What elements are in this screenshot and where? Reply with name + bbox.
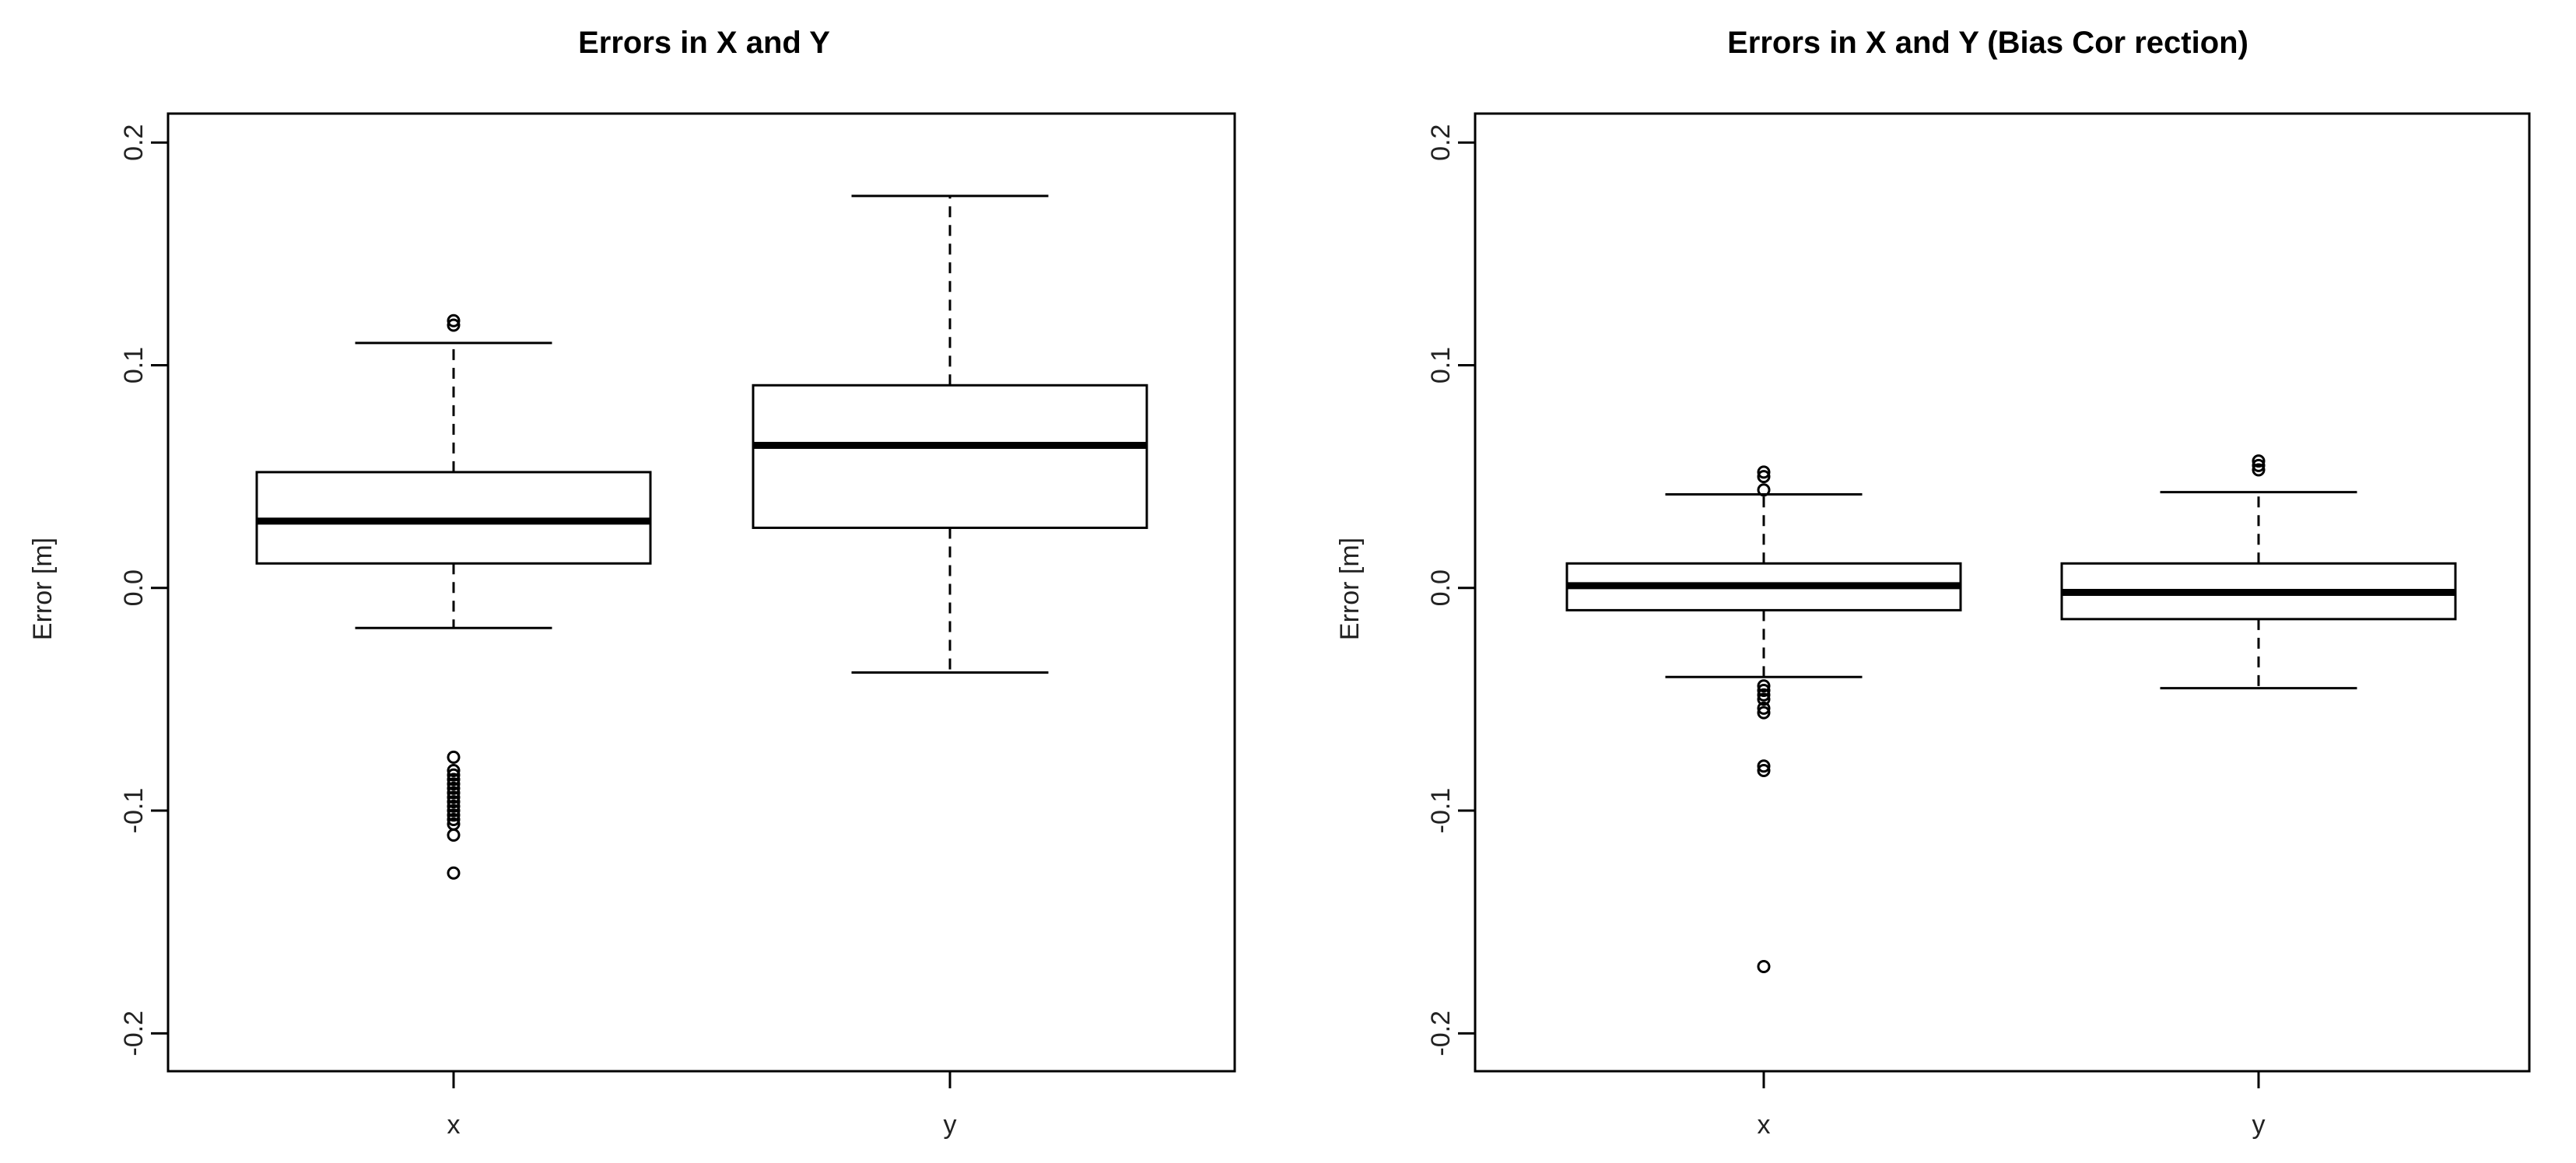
outlier-point xyxy=(1757,465,1771,479)
outlier-point xyxy=(447,804,461,818)
outlier-point xyxy=(1757,759,1771,773)
outlier-point xyxy=(2252,463,2266,477)
chart-title: Errors in X and Y (Bias Cor rection) xyxy=(1727,26,2248,60)
x-tick-label: y xyxy=(944,1110,957,1140)
y-tick-label: 0.1 xyxy=(1426,347,1456,384)
chart-title: Errors in X and Y xyxy=(578,26,830,60)
y-tick-label: 0.0 xyxy=(1426,569,1456,606)
outlier-point xyxy=(447,795,461,809)
chart-left: Errors in X and Y Error [m] -0.2 -0.1 0.0 0… xyxy=(28,26,1236,1140)
x-tick-label: x xyxy=(1758,1110,1771,1140)
box-y xyxy=(752,384,1148,529)
y-axis: -0.2 -0.1 0.0 0.1 0.2 x y xyxy=(119,124,957,1140)
plot-frame xyxy=(166,112,1236,1073)
outlier-point xyxy=(1757,688,1771,702)
outlier-point xyxy=(447,768,461,782)
plot-frame xyxy=(1474,112,2531,1073)
outlier-point xyxy=(447,772,461,786)
outlier-point xyxy=(447,777,461,791)
boxes xyxy=(255,194,1148,880)
outlier-point xyxy=(447,764,461,778)
outlier-point xyxy=(1757,959,1771,973)
y-tick-label: 0.1 xyxy=(119,347,149,384)
outlier-point xyxy=(2252,458,2266,472)
outlier-point xyxy=(447,750,461,764)
y-axis-label: Error [m] xyxy=(1335,538,1365,640)
outlier-point xyxy=(447,808,461,822)
outlier-point xyxy=(447,813,461,827)
y-tick-label: -0.1 xyxy=(119,788,149,834)
outlier-point xyxy=(447,786,461,800)
outlier-point xyxy=(1757,692,1771,706)
outlier-point xyxy=(447,866,461,880)
x-tick-label: y xyxy=(2252,1110,2266,1140)
outlier-point xyxy=(2252,454,2266,468)
outlier-point xyxy=(447,828,461,842)
outlier-point xyxy=(1757,470,1771,484)
outlier-point xyxy=(447,318,461,332)
outlier-point xyxy=(1757,483,1771,497)
outlier-point xyxy=(1757,683,1771,697)
chart-right: Errors in X and Y (Bias Cor rection) Err… xyxy=(1335,26,2531,1140)
y-tick-label: -0.2 xyxy=(119,1011,149,1056)
outlier-point xyxy=(447,799,461,813)
x-tick-label: x xyxy=(447,1110,461,1140)
outlier-point xyxy=(1757,706,1771,720)
outlier-point xyxy=(447,314,461,328)
y-tick-label: 0.0 xyxy=(119,569,149,606)
outlier-point xyxy=(1757,701,1771,715)
y-tick-label: -0.1 xyxy=(1426,788,1456,834)
outlier-point xyxy=(447,781,461,795)
y-axis-label: Error [m] xyxy=(28,538,58,640)
y-tick-label: 0.2 xyxy=(119,124,149,161)
y-tick-label: -0.2 xyxy=(1426,1011,1456,1056)
outlier-point xyxy=(1757,764,1771,778)
y-tick-label: 0.2 xyxy=(1426,124,1456,161)
outlier-point xyxy=(1757,679,1771,693)
boxes xyxy=(1565,454,2457,973)
outlier-point xyxy=(447,790,461,804)
y-axis: -0.2 -0.1 0.0 0.1 0.2 x y xyxy=(1426,124,2266,1140)
